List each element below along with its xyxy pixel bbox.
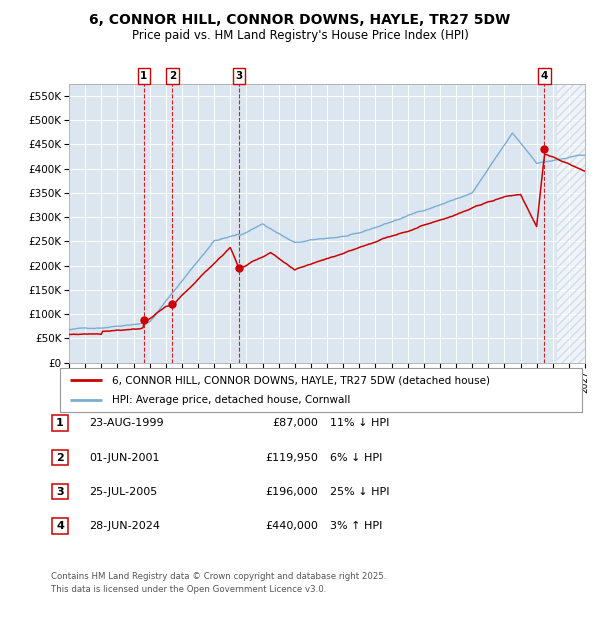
Text: 28-JUN-2024: 28-JUN-2024 bbox=[89, 521, 160, 531]
Text: This data is licensed under the Open Government Licence v3.0.: This data is licensed under the Open Gov… bbox=[51, 585, 326, 593]
Text: 23-AUG-1999: 23-AUG-1999 bbox=[89, 418, 163, 428]
Text: HPI: Average price, detached house, Cornwall: HPI: Average price, detached house, Corn… bbox=[112, 395, 350, 405]
Text: 01-JUN-2001: 01-JUN-2001 bbox=[89, 453, 160, 463]
Text: 25-JUL-2005: 25-JUL-2005 bbox=[89, 487, 157, 497]
Text: £119,950: £119,950 bbox=[265, 453, 318, 463]
Text: 6, CONNOR HILL, CONNOR DOWNS, HAYLE, TR27 5DW (detached house): 6, CONNOR HILL, CONNOR DOWNS, HAYLE, TR2… bbox=[112, 375, 490, 385]
Text: 3% ↑ HPI: 3% ↑ HPI bbox=[330, 521, 382, 531]
Text: £87,000: £87,000 bbox=[272, 418, 318, 428]
Text: £440,000: £440,000 bbox=[265, 521, 318, 531]
Text: Price paid vs. HM Land Registry's House Price Index (HPI): Price paid vs. HM Land Registry's House … bbox=[131, 30, 469, 42]
Text: 2: 2 bbox=[169, 71, 176, 81]
Text: 25% ↓ HPI: 25% ↓ HPI bbox=[330, 487, 389, 497]
Text: 3: 3 bbox=[236, 71, 243, 81]
Text: 1: 1 bbox=[140, 71, 148, 81]
Text: £196,000: £196,000 bbox=[265, 487, 318, 497]
Bar bbox=[557, 84, 585, 363]
Text: 4: 4 bbox=[56, 521, 64, 531]
Text: 1: 1 bbox=[56, 418, 64, 428]
Text: Contains HM Land Registry data © Crown copyright and database right 2025.: Contains HM Land Registry data © Crown c… bbox=[51, 572, 386, 581]
Text: 6% ↓ HPI: 6% ↓ HPI bbox=[330, 453, 382, 463]
FancyBboxPatch shape bbox=[60, 368, 582, 412]
Text: 6, CONNOR HILL, CONNOR DOWNS, HAYLE, TR27 5DW: 6, CONNOR HILL, CONNOR DOWNS, HAYLE, TR2… bbox=[89, 13, 511, 27]
Text: 11% ↓ HPI: 11% ↓ HPI bbox=[330, 418, 389, 428]
Text: 3: 3 bbox=[56, 487, 64, 497]
Text: 4: 4 bbox=[541, 71, 548, 81]
Text: 2: 2 bbox=[56, 453, 64, 463]
